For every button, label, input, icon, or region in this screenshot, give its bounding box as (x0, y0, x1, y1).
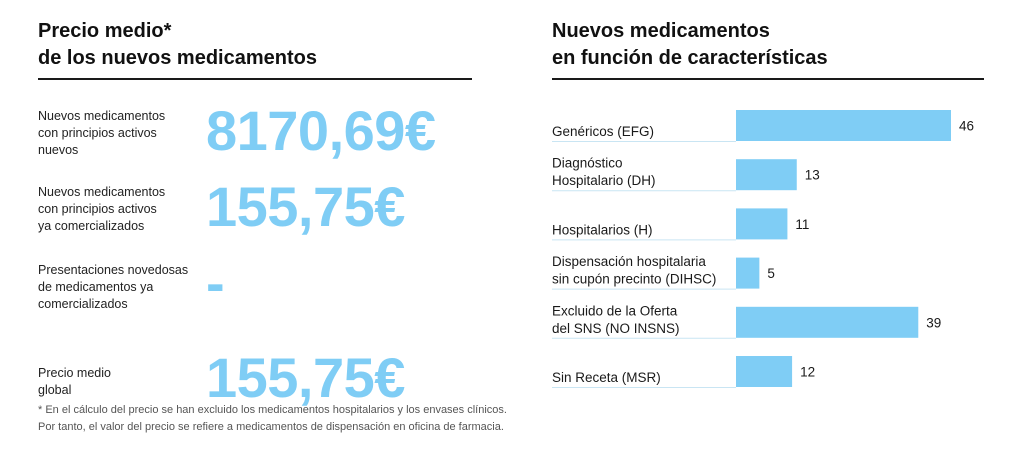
category-label-line: Sin Receta (MSR) (552, 370, 661, 385)
price-value: 155,75€ (206, 346, 405, 409)
footnote: * En el cálculo del precio se han exclui… (38, 402, 538, 436)
footnote-line-2: Por tanto, el valor del precio se refier… (38, 421, 504, 433)
chart-title-rule (552, 78, 984, 80)
price-panel: Precio medio* de los nuevos medicamentos… (38, 18, 507, 433)
value-label: 5 (767, 266, 775, 281)
category-label: Excluido de la Oferta del SNS (NO INSNS) (552, 303, 680, 336)
price-label: Presentaciones novedosas de medicamentos… (38, 262, 206, 313)
chart-title-line-2: en función de características (552, 47, 828, 69)
price-panel-title: Precio medio* de los nuevos medicamentos (38, 18, 472, 72)
value-label: 12 (800, 365, 815, 380)
price-value: - (206, 251, 225, 314)
chart-title: Nuevos medicamentos en función de caract… (552, 18, 984, 72)
price-label-line: ya comercializados (38, 219, 145, 233)
price-label-line: Precio medio (38, 366, 111, 380)
price-value: 155,75€ (206, 175, 405, 238)
category-label-line: Diagnóstico (552, 156, 623, 171)
category-label-line: Genéricos (EFG) (552, 124, 654, 139)
category-label: Dispensación hospitalaria sin cupón preci… (552, 254, 716, 287)
bar-1 (736, 159, 797, 191)
category-label-line: Hospitalario (DH) (552, 173, 656, 188)
price-label-line: Presentaciones novedosas (38, 263, 189, 277)
price-label-line: global (38, 383, 72, 397)
value-label: 39 (926, 315, 941, 330)
category-label-line: sin cupón precinto (DIHSC) (552, 272, 716, 287)
value-label: 13 (805, 168, 820, 183)
price-label-line: con principios activos (38, 202, 157, 216)
category-label-line: Hospitalarios (H) (552, 222, 653, 237)
bar-0 (736, 110, 951, 141)
price-title-line-1: Precio medio* (38, 20, 172, 42)
value-label: 46 (959, 119, 974, 134)
category-label-line: del SNS (NO INSNS) (552, 321, 680, 336)
price-label: Precio medio global (38, 365, 206, 399)
category-label: Sin Receta (MSR) (552, 370, 661, 385)
price-label: Nuevos medicamentos con principios activ… (38, 184, 206, 235)
category-label: Diagnóstico Hospitalario (DH) (552, 156, 656, 189)
characteristics-panel: Nuevos medicamentos en función de caract… (552, 18, 984, 80)
price-label-line: con principios activos (38, 126, 157, 140)
value-label: 11 (795, 217, 809, 232)
category-label: Genéricos (EFG) (552, 124, 654, 139)
price-label-line: Nuevos medicamentos (38, 109, 166, 123)
price-label-line: de medicamentos ya (38, 280, 154, 294)
category-label-line: Dispensación hospitalaria (552, 254, 706, 269)
footnote-line-1: * En el cálculo del precio se han exclui… (38, 404, 507, 416)
chart-title-line-1: Nuevos medicamentos (552, 20, 770, 42)
bar-5 (736, 356, 793, 387)
price-label-line: nuevos (38, 143, 79, 157)
category-label: Hospitalarios (H) (552, 222, 653, 237)
price-label-line: Nuevos medicamentos (38, 185, 166, 199)
price-label: Nuevos medicamentos con principios activ… (38, 108, 206, 159)
bar-3 (736, 257, 760, 289)
bar-2 (736, 208, 788, 240)
price-title-line-2: de los nuevos medicamentos (38, 47, 317, 69)
bar-4 (736, 306, 919, 338)
price-title-rule (38, 78, 472, 80)
price-value: 8170,69€ (206, 99, 436, 162)
category-label-line: Excluido de la Oferta (552, 303, 678, 318)
price-label-line: comercializados (38, 297, 128, 311)
